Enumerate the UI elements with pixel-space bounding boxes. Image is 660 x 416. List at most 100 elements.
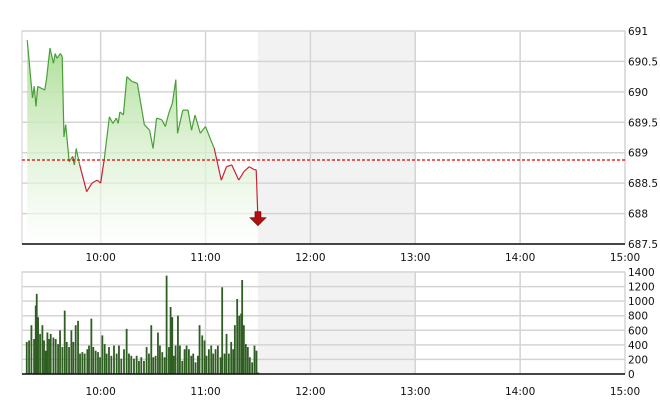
y-tick-label: 1400 bbox=[628, 267, 655, 279]
y-tick-label: 400 bbox=[628, 340, 648, 352]
x-tick-label: 14:00 bbox=[505, 252, 535, 264]
price-line-segment bbox=[119, 111, 124, 116]
volume-bar bbox=[203, 340, 206, 374]
volume-bar bbox=[44, 350, 47, 374]
volume-bar bbox=[39, 333, 41, 374]
price-line-segment bbox=[210, 139, 215, 149]
volume-bar bbox=[28, 340, 30, 374]
volume-bar bbox=[41, 325, 44, 374]
price-line-segment bbox=[226, 164, 232, 168]
price-line-segment bbox=[61, 56, 65, 137]
volume-bar bbox=[68, 347, 70, 374]
price-line-segment bbox=[213, 148, 222, 181]
y-tick-label: 689 bbox=[628, 148, 648, 160]
volume-bar bbox=[74, 325, 77, 374]
price-line-segment bbox=[126, 76, 133, 82]
volume-bar bbox=[125, 328, 128, 374]
volume-bar bbox=[248, 357, 251, 374]
volume-panel: 0 200 400 600 800 1000 1200 1400 10:00 11:00 12:00… bbox=[21, 267, 655, 398]
volume-bar bbox=[113, 345, 115, 374]
volume-bar bbox=[33, 339, 35, 374]
price-line-segment bbox=[156, 117, 163, 121]
volume-bar bbox=[99, 357, 101, 374]
price-line-segment bbox=[79, 164, 88, 192]
price-area-fill bbox=[27, 40, 258, 244]
volume-bar bbox=[34, 305, 37, 374]
volume-bar bbox=[227, 353, 230, 374]
price-line-segment bbox=[26, 40, 34, 98]
volume-bar bbox=[148, 353, 150, 374]
volume-bar bbox=[61, 347, 64, 374]
price-line-segment bbox=[100, 159, 105, 184]
y-tick-label: 1000 bbox=[628, 296, 655, 308]
volume-bar bbox=[225, 333, 228, 374]
volume-bar bbox=[251, 362, 254, 374]
price-line-segment bbox=[75, 148, 81, 166]
volume-bar bbox=[43, 340, 45, 374]
volume-bar bbox=[140, 357, 143, 374]
volume-bar bbox=[35, 293, 38, 374]
volume-bar bbox=[130, 355, 133, 374]
volume-bar bbox=[54, 339, 57, 374]
x-tick-label: 11:00 bbox=[190, 386, 220, 398]
price-line-segment bbox=[103, 116, 110, 161]
volume-bar bbox=[115, 353, 118, 374]
volume-bar bbox=[59, 330, 61, 374]
price-line-segment bbox=[175, 79, 179, 134]
volume-bar bbox=[30, 325, 33, 374]
price-line-segment bbox=[73, 148, 77, 165]
lunch-break-region bbox=[257, 31, 416, 244]
volume-bar bbox=[212, 353, 215, 374]
volume-bar bbox=[57, 344, 59, 374]
price-line-segment bbox=[91, 179, 98, 184]
price-line-segment bbox=[161, 119, 166, 127]
price-line-segment bbox=[168, 103, 173, 114]
volume-bar bbox=[165, 275, 168, 374]
price-line-segment bbox=[96, 179, 102, 184]
price-line-segment bbox=[56, 53, 61, 59]
x-tick-label: 12:00 bbox=[295, 386, 325, 398]
volume-bar bbox=[154, 355, 157, 374]
volume-bar bbox=[219, 357, 222, 374]
y-tick-label: 689.5 bbox=[628, 117, 658, 129]
volume-bar bbox=[123, 349, 125, 374]
volume-bar bbox=[187, 349, 190, 374]
volume-bar bbox=[128, 353, 130, 374]
volume-bar bbox=[65, 341, 68, 374]
x-tick-label: 15:00 bbox=[610, 386, 640, 398]
volume-bar bbox=[37, 317, 39, 374]
volume-bar bbox=[105, 353, 108, 374]
volume-bar bbox=[133, 358, 135, 374]
volume-bar bbox=[90, 318, 93, 374]
volume-bar bbox=[183, 349, 186, 374]
price-line-segment bbox=[248, 166, 255, 171]
volume-bar bbox=[232, 349, 235, 374]
volume-bar bbox=[161, 352, 164, 374]
volume-bar bbox=[223, 353, 226, 374]
price-line-segment bbox=[44, 79, 48, 91]
price-line-segment bbox=[54, 53, 58, 59]
y-tick-label: 690 bbox=[628, 87, 648, 99]
y-tick-label: 200 bbox=[628, 354, 648, 366]
volume-bar bbox=[242, 325, 245, 374]
volume-bar bbox=[79, 353, 81, 374]
price-line-segment bbox=[59, 53, 63, 57]
x-tick-label: 14:00 bbox=[505, 386, 535, 398]
volume-bar bbox=[185, 345, 188, 374]
volume-bar bbox=[63, 310, 66, 374]
volume-bar bbox=[179, 345, 181, 374]
price-line-segment bbox=[86, 182, 93, 192]
volume-bar bbox=[246, 347, 249, 374]
volume-bar bbox=[25, 341, 28, 374]
x-tick-label: 10:00 bbox=[86, 386, 116, 398]
volume-bar bbox=[88, 345, 90, 374]
price-line-segment bbox=[176, 109, 184, 134]
volume-bar bbox=[101, 335, 104, 374]
price-line-segment bbox=[45, 47, 51, 80]
volume-bar bbox=[49, 333, 52, 374]
volume-bar bbox=[244, 344, 247, 374]
price-line-segment bbox=[204, 126, 212, 141]
y-tick-label: 0 bbox=[628, 369, 635, 381]
volume-bar bbox=[159, 345, 161, 374]
